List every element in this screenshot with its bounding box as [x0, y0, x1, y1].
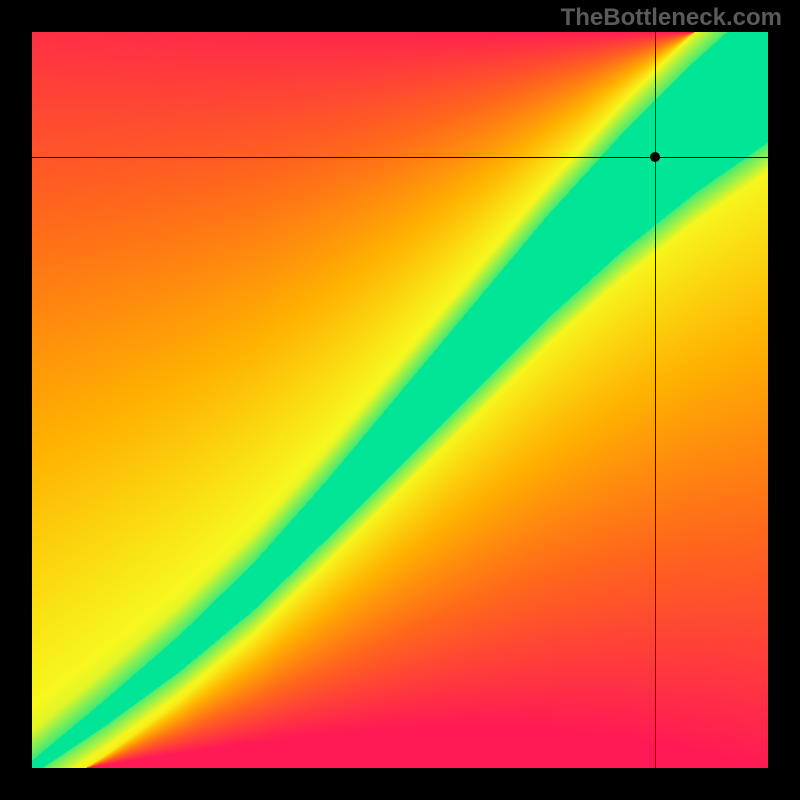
watermark-text: TheBottleneck.com [561, 4, 782, 32]
chart-container: TheBottleneck.com [0, 0, 800, 800]
heatmap-plot [32, 32, 768, 768]
crosshair-marker-dot [650, 152, 660, 162]
heatmap-canvas [32, 32, 768, 768]
crosshair-vertical-line [655, 32, 656, 768]
